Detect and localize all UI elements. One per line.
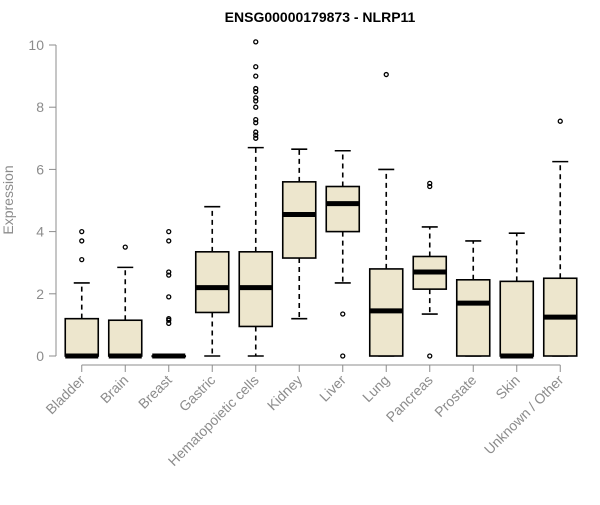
outlier-point — [166, 316, 172, 322]
outlier-point — [253, 129, 259, 135]
box-unknown-other — [542, 118, 578, 357]
box-lung — [368, 71, 404, 357]
outlier-point — [253, 85, 259, 92]
outlier-point — [79, 238, 85, 244]
outlier-point — [253, 73, 259, 79]
outlier-point — [166, 238, 172, 244]
outlier-point — [122, 244, 128, 250]
x-tick-label: Skin — [492, 372, 523, 403]
box-iqr — [64, 317, 100, 357]
outlier-point — [253, 104, 259, 110]
x-tick-label: Lung — [359, 372, 392, 405]
y-axis-label: Expression — [0, 165, 16, 234]
y-tick-label: 6 — [36, 161, 44, 177]
outlier-point — [253, 132, 259, 138]
box-kidney — [281, 148, 317, 320]
outlier-point — [427, 353, 433, 359]
y-tick-label: 8 — [36, 99, 44, 115]
outlier-point — [253, 64, 259, 70]
box-hematopoietic-cells — [238, 39, 274, 357]
x-tick-label: Kidney — [264, 372, 306, 414]
chart-title: ENSG00000179873 - NLRP11 — [225, 9, 416, 25]
outlier-point — [340, 311, 346, 317]
box-iqr — [107, 319, 143, 357]
box-gastric — [194, 205, 230, 357]
box-skin — [499, 232, 535, 359]
x-tick-label: Breast — [135, 372, 175, 412]
outlier-point — [253, 95, 259, 101]
outlier-point — [557, 118, 563, 124]
box-brain — [107, 244, 143, 359]
box-pancreas — [412, 180, 448, 359]
y-tick-label: 0 — [36, 348, 44, 364]
outlier-point — [253, 116, 259, 123]
box-iqr — [281, 181, 317, 259]
box-breast — [151, 228, 187, 359]
x-tick-label: Pancreas — [383, 372, 436, 425]
outlier-point — [79, 228, 85, 235]
boxes-group — [64, 39, 578, 359]
x-tick-label: Bladder — [42, 372, 88, 418]
x-tick-label: Brain — [97, 372, 131, 406]
box-iqr — [194, 251, 230, 314]
outlier-point — [253, 135, 259, 141]
outlier-point — [166, 272, 172, 278]
x-tick-label: Liver — [316, 372, 349, 405]
x-tick-label: Unknown / Other — [481, 372, 567, 458]
box-iqr — [325, 185, 361, 233]
x-tick-label: Prostate — [431, 372, 479, 420]
y-tick-label: 10 — [28, 37, 44, 53]
y-axis: 0 2 4 6 8 10 — [28, 37, 57, 364]
outlier-point — [253, 120, 259, 126]
y-tick-label: 2 — [36, 286, 44, 302]
outlier-point — [166, 228, 172, 235]
outlier-point — [166, 269, 172, 275]
box-prostate — [455, 240, 491, 357]
box-iqr — [499, 280, 535, 357]
outlier-point — [253, 98, 259, 104]
y-tick-label: 4 — [36, 224, 44, 240]
outlier-point — [427, 183, 433, 190]
outlier-point — [79, 256, 85, 263]
box-bladder — [64, 228, 100, 359]
box-liver — [325, 149, 361, 359]
outlier-point — [253, 39, 259, 45]
outlier-point — [383, 71, 389, 78]
outlier-point — [427, 180, 433, 187]
x-tick-label: Gastric — [176, 372, 219, 415]
box-iqr — [455, 279, 491, 357]
outlier-point — [253, 89, 259, 95]
outlier-point — [166, 294, 172, 300]
outlier-point — [166, 320, 172, 326]
outlier-point — [340, 353, 346, 359]
